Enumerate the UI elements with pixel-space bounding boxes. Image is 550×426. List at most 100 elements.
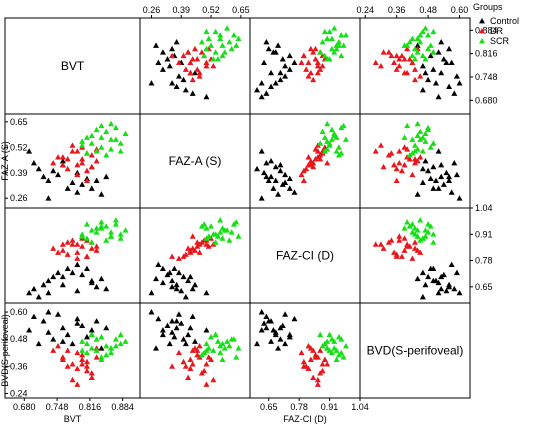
point-control-3-r1c0 — [40, 173, 47, 180]
point-control-11-r1c3 — [440, 181, 447, 187]
point-scr-17-r3c0 — [117, 340, 124, 347]
point-scr-14-r0c2 — [342, 32, 349, 38]
point-scr-20-r3c2 — [338, 349, 345, 356]
tick-label-right-faz-ci-d: 0.78 — [475, 256, 493, 266]
point-scr-0-r1c3 — [422, 138, 429, 144]
point-control-8-r0c2 — [286, 66, 293, 72]
point-scr-5-r0c3 — [425, 32, 432, 38]
point-control-1-r0c3 — [451, 90, 458, 96]
point-control-5-r0c2 — [277, 76, 284, 83]
point-dr-7-r0c1 — [192, 45, 198, 52]
point-scr-14-r1c2 — [342, 136, 349, 142]
point-control-18-r3c2 — [261, 320, 268, 326]
point-control-5-r2c3 — [425, 273, 432, 280]
point-dr-13-r3c2 — [310, 374, 317, 381]
point-dr-15-r2c3 — [396, 233, 403, 239]
point-control-12-r0c2 — [286, 52, 293, 59]
point-scr-20-r0c2 — [338, 52, 345, 59]
point-control-16-r2c3 — [456, 289, 463, 296]
tick-label-bottom-faz-ci-d: 0.78 — [290, 402, 308, 412]
point-dr-5-r0c1 — [180, 52, 187, 59]
point-dr-18-r3c1 — [169, 363, 176, 369]
point-scr-17-r3c1 — [203, 340, 210, 347]
point-scr-20-r1c3 — [409, 150, 416, 156]
point-scr-3-r3c0 — [103, 342, 110, 349]
point-dr-17-r1c2 — [317, 156, 324, 162]
point-dr-4-r1c3 — [406, 156, 413, 162]
point-dr-17-r0c3 — [412, 66, 418, 72]
point-control-0-r3c2 — [258, 327, 265, 333]
point-dr-12-r1c0 — [74, 171, 81, 178]
point-dr-7-r1c2 — [307, 158, 314, 164]
tick-label-top-faz-a-s: 0.65 — [232, 5, 250, 15]
point-scr-11-r3c1 — [224, 338, 231, 344]
tick-label-bottom-bvt: 0.816 — [79, 402, 102, 412]
point-control-6-r3c0 — [55, 311, 62, 317]
point-control-10-r2c0 — [74, 261, 81, 267]
point-scr-14-r2c0 — [112, 217, 119, 223]
point-dr-10-r3c1 — [210, 376, 217, 383]
panel-3-3 — [359, 302, 471, 399]
point-scr-9-r2c0 — [98, 219, 105, 225]
point-scr-15-r0c1 — [228, 45, 235, 52]
point-scr-20-r3c0 — [83, 349, 90, 356]
point-scr-5-r2c3 — [425, 221, 432, 227]
point-control-12-r3c0 — [83, 333, 90, 340]
point-dr-0-r0c3 — [412, 76, 418, 83]
point-control-20-r3c0 — [103, 324, 110, 331]
point-control-19-r2c0 — [88, 277, 95, 284]
point-dr-9-r3c1 — [182, 363, 189, 369]
point-scr-10-r1c0 — [108, 146, 115, 152]
point-control-7-r1c2 — [277, 161, 284, 168]
point-control-17-r3c1 — [192, 338, 198, 344]
point-dr-3-r0c1 — [187, 59, 194, 65]
point-scr-19-r2c1 — [235, 233, 242, 239]
tick-label-left-bvd-s-perifoveal: 0.48 — [10, 334, 28, 344]
tick-label-bottom-bvt: 0.680 — [13, 402, 36, 412]
point-scr-20-r2c0 — [83, 221, 90, 227]
point-dr-20-r1c3 — [401, 161, 408, 168]
point-control-12-r2c0 — [83, 265, 90, 272]
point-dr-9-r0c3 — [393, 66, 400, 72]
point-scr-18-r2c1 — [219, 225, 226, 231]
point-dr-1-r0c1 — [196, 69, 203, 76]
point-dr-12-r2c0 — [74, 255, 81, 261]
point-control-0-r1c2 — [258, 148, 265, 154]
point-control-11-r1c0 — [79, 181, 86, 187]
point-dr-5-r2c3 — [398, 253, 405, 259]
point-dr-16-r0c2 — [312, 45, 319, 52]
point-scr-13-r0c3 — [406, 39, 413, 45]
point-dr-18-r2c0 — [83, 253, 90, 259]
point-dr-5-r3c0 — [83, 358, 90, 365]
point-dr-15-r1c2 — [324, 159, 331, 166]
point-control-13-r3c1 — [159, 327, 166, 333]
point-control-14-r1c0 — [93, 177, 100, 183]
point-control-6-r1c2 — [282, 171, 289, 178]
point-scr-11-r0c1 — [224, 25, 231, 31]
point-control-10-r0c3 — [448, 59, 455, 65]
point-scr-11-r3c0 — [122, 338, 129, 344]
point-scr-4-r3c0 — [108, 349, 115, 356]
point-dr-19-r0c1 — [203, 59, 210, 65]
point-scr-18-r0c2 — [333, 42, 340, 48]
point-scr-17-r0c1 — [203, 28, 210, 35]
point-control-5-r1c3 — [425, 167, 432, 174]
point-dr-15-r3c1 — [189, 361, 196, 367]
point-control-17-r1c3 — [422, 158, 429, 164]
point-dr-15-r0c1 — [189, 56, 196, 62]
point-scr-12-r1c3 — [430, 140, 437, 146]
point-scr-14-r2c3 — [417, 217, 424, 223]
point-dr-14-r0c2 — [305, 73, 312, 79]
point-dr-12-r2c3 — [409, 255, 416, 261]
point-control-9-r2c3 — [419, 269, 426, 276]
point-dr-2-r1c0 — [69, 148, 76, 154]
tick-label-bottom-faz-ci-d: 1.04 — [351, 402, 369, 412]
point-dr-20-r1c0 — [59, 161, 66, 168]
point-control-5-r2c1 — [180, 273, 187, 280]
point-dr-14-r2c1 — [196, 249, 203, 255]
point-dr-0-r0c2 — [310, 76, 317, 83]
point-control-2-r3c1 — [182, 340, 189, 347]
point-control-2-r0c3 — [419, 87, 426, 93]
point-control-14-r0c2 — [265, 45, 272, 52]
point-scr-18-r1c3 — [401, 134, 408, 140]
